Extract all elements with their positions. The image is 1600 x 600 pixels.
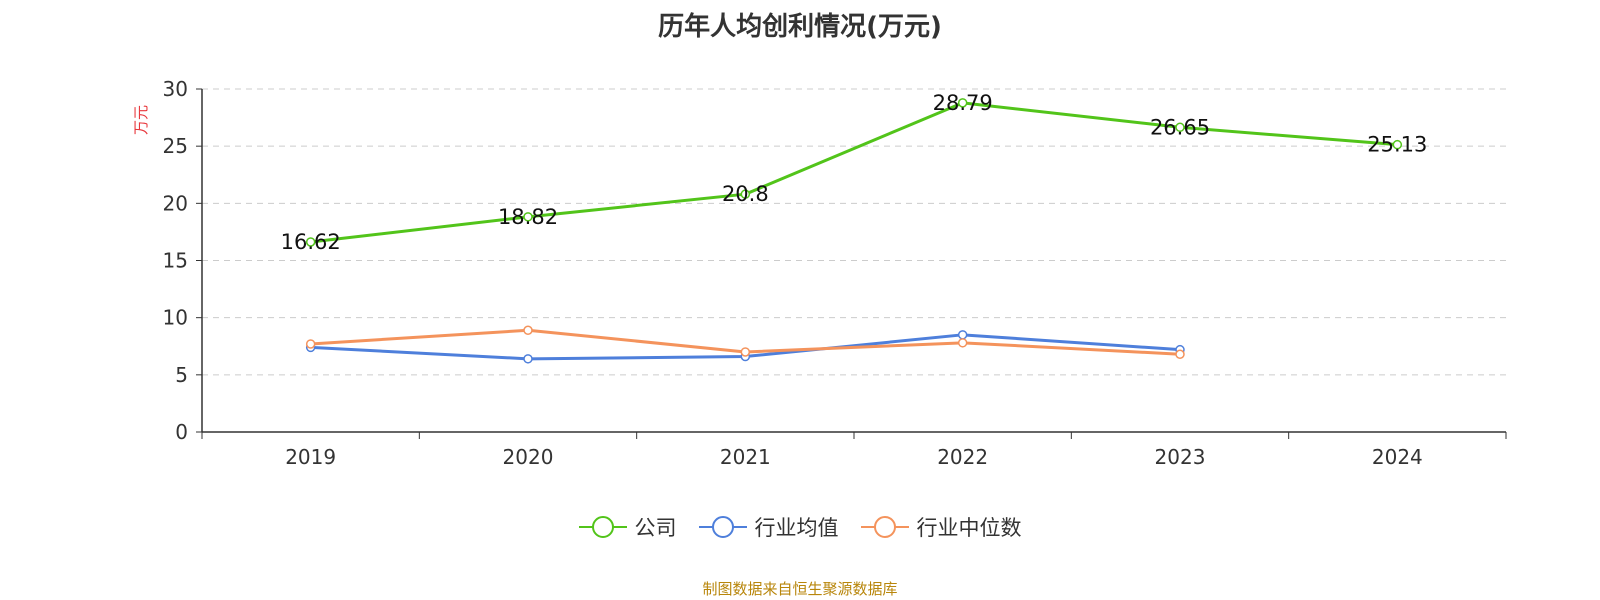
- y-tick-label: 10: [163, 306, 188, 330]
- y-tick-label: 30: [163, 77, 188, 101]
- data-point: [523, 212, 533, 222]
- data-label: 26.65: [1150, 115, 1210, 139]
- x-tick-label: 2019: [285, 445, 336, 469]
- data-label: 16.62: [281, 230, 341, 254]
- data-point: [1392, 139, 1403, 150]
- data-label: 28.79: [933, 91, 993, 115]
- legend-item[interactable]: 行业均值: [698, 512, 839, 542]
- y-tick-label: 20: [163, 191, 188, 215]
- x-tick-label: 2020: [503, 445, 554, 469]
- y-tick-label: 25: [163, 134, 188, 158]
- y-tick-label: 15: [163, 249, 188, 273]
- data-point: [523, 325, 533, 335]
- data-point: [740, 189, 751, 199]
- legend-label: 行业均值: [754, 516, 839, 540]
- data-point: [523, 354, 533, 364]
- series-lines: [305, 98, 1403, 364]
- data-labels: 16.62 18.82 20.8 28.79 26.65 25.13: [281, 91, 1428, 254]
- source-note: 制图数据来自恒生聚源数据库: [702, 580, 898, 598]
- data-point: [957, 330, 968, 340]
- legend-label: 公司: [634, 516, 677, 540]
- y-axis-label: 万元: [132, 105, 150, 135]
- x-tick-label: 2022: [937, 445, 988, 469]
- legend-marker-circle: [711, 516, 734, 538]
- legend-marker-circle: [591, 516, 614, 538]
- x-tick-label: 2021: [720, 445, 771, 469]
- data-point: [957, 338, 968, 348]
- axes: 0 5 10 15 20 25 30 万元 2019 2020 2021 2022 2023 2024: [132, 77, 1507, 469]
- legend-item[interactable]: 行业中位数: [860, 512, 1022, 542]
- legend-marker-circle: [873, 516, 896, 538]
- data-label: 18.82: [498, 205, 558, 229]
- series-line-0: [310, 101, 1398, 244]
- data-point: [305, 339, 316, 349]
- legend-item[interactable]: 公司: [578, 512, 677, 542]
- legend-marker-icon: [698, 516, 747, 538]
- legend-marker-icon: [860, 516, 909, 538]
- x-tick-label: 2024: [1372, 445, 1423, 469]
- data-point: [957, 98, 968, 108]
- chart-title: 历年人均创利情况(万元): [658, 12, 942, 42]
- y-tick-label: 0: [175, 420, 188, 444]
- legend-label: 行业中位数: [916, 516, 1022, 540]
- x-tick-label: 2023: [1155, 445, 1206, 469]
- data-point: [740, 347, 751, 357]
- grid-lines: [202, 88, 1506, 376]
- data-point: [305, 237, 316, 247]
- legend-marker-icon: [578, 516, 627, 538]
- data-point: [1175, 349, 1185, 360]
- y-tick-label: 5: [175, 363, 188, 387]
- legend: 公司 行业均值 行业中位数: [0, 512, 1600, 542]
- data-label: 25.13: [1367, 133, 1427, 157]
- data-point: [1175, 122, 1185, 133]
- data-label: 20.8: [722, 182, 769, 206]
